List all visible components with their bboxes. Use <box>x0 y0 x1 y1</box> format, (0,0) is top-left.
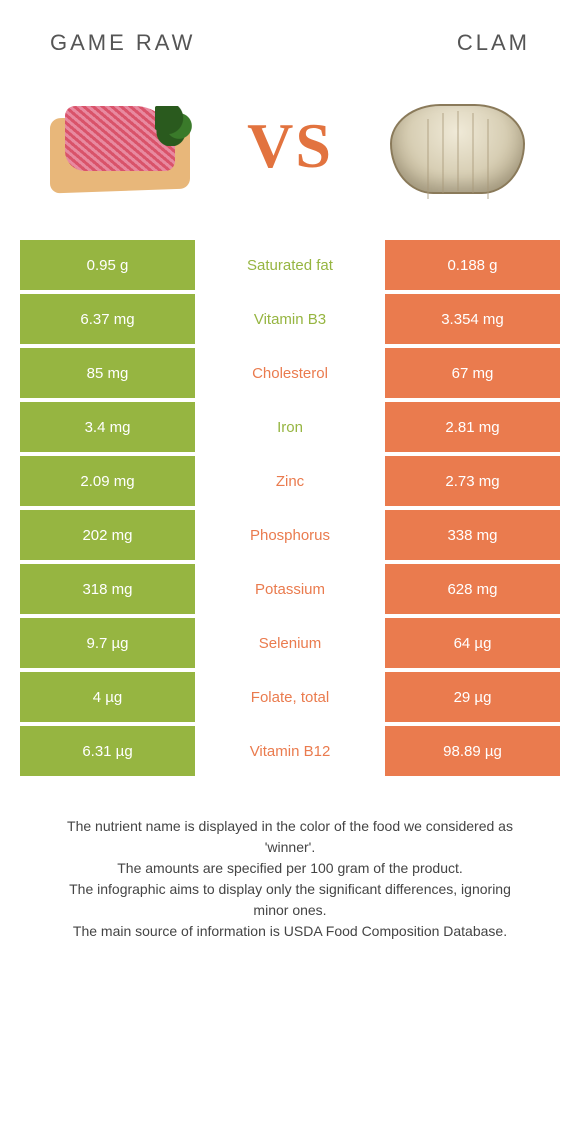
header-titles: GAME RAW CLAM <box>20 30 560 76</box>
left-food-title: GAME RAW <box>50 30 195 56</box>
footer-line: The main source of information is USDA F… <box>50 921 530 942</box>
right-value: 0.188 g <box>385 240 560 290</box>
right-value: 64 µg <box>385 618 560 668</box>
nutrient-table: 0.95 gSaturated fat0.188 g6.37 mgVitamin… <box>20 236 560 776</box>
table-row: 6.31 µgVitamin B1298.89 µg <box>20 722 560 776</box>
right-value: 338 mg <box>385 510 560 560</box>
nutrient-label: Vitamin B12 <box>195 743 385 760</box>
right-food-title: CLAM <box>457 30 530 56</box>
table-row: 85 mgCholesterol67 mg <box>20 344 560 398</box>
right-food-image <box>370 86 540 206</box>
left-value: 85 mg <box>20 348 195 398</box>
right-value: 98.89 µg <box>385 726 560 776</box>
table-row: 9.7 µgSelenium64 µg <box>20 614 560 668</box>
footer-line: The amounts are specified per 100 gram o… <box>50 858 530 879</box>
left-value: 3.4 mg <box>20 402 195 452</box>
left-value: 6.31 µg <box>20 726 195 776</box>
nutrient-label: Iron <box>195 419 385 436</box>
nutrient-label: Zinc <box>195 473 385 490</box>
left-value: 4 µg <box>20 672 195 722</box>
footer-notes: The nutrient name is displayed in the co… <box>20 776 560 942</box>
right-value: 29 µg <box>385 672 560 722</box>
footer-line: The infographic aims to display only the… <box>50 879 530 921</box>
table-row: 4 µgFolate, total29 µg <box>20 668 560 722</box>
right-value: 67 mg <box>385 348 560 398</box>
nutrient-label: Phosphorus <box>195 527 385 544</box>
left-value: 0.95 g <box>20 240 195 290</box>
table-row: 0.95 gSaturated fat0.188 g <box>20 236 560 290</box>
table-row: 318 mgPotassium628 mg <box>20 560 560 614</box>
left-value: 318 mg <box>20 564 195 614</box>
nutrient-label: Vitamin B3 <box>195 311 385 328</box>
right-value: 2.73 mg <box>385 456 560 506</box>
footer-line: The nutrient name is displayed in the co… <box>50 816 530 858</box>
left-value: 6.37 mg <box>20 294 195 344</box>
left-value: 2.09 mg <box>20 456 195 506</box>
right-value: 2.81 mg <box>385 402 560 452</box>
table-row: 6.37 mgVitamin B33.354 mg <box>20 290 560 344</box>
table-row: 3.4 mgIron2.81 mg <box>20 398 560 452</box>
left-value: 202 mg <box>20 510 195 560</box>
left-food-image <box>40 86 210 206</box>
nutrient-label: Folate, total <box>195 689 385 706</box>
table-row: 202 mgPhosphorus338 mg <box>20 506 560 560</box>
nutrient-label: Potassium <box>195 581 385 598</box>
right-value: 628 mg <box>385 564 560 614</box>
left-value: 9.7 µg <box>20 618 195 668</box>
table-row: 2.09 mgZinc2.73 mg <box>20 452 560 506</box>
nutrient-label: Saturated fat <box>195 257 385 274</box>
right-value: 3.354 mg <box>385 294 560 344</box>
vs-row: VS <box>20 76 560 236</box>
nutrient-label: Selenium <box>195 635 385 652</box>
vs-label: VS <box>247 109 333 183</box>
nutrient-label: Cholesterol <box>195 365 385 382</box>
